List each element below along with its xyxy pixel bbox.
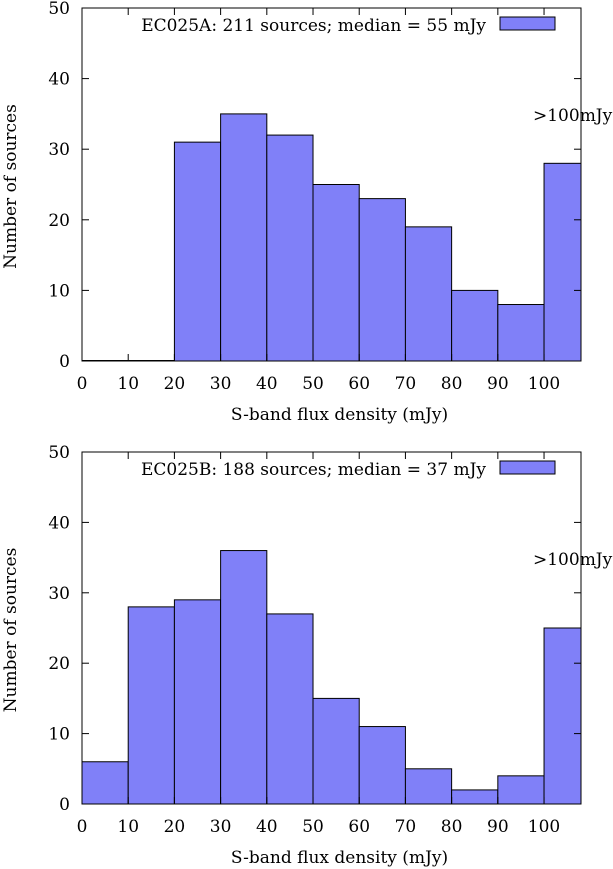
y-axis-label: Number of sources	[1, 104, 21, 269]
y-tick-label: 20	[48, 654, 70, 674]
x-tick-label: 50	[302, 374, 324, 394]
x-tick-label: 40	[256, 374, 278, 394]
x-tick-label: 80	[441, 374, 463, 394]
histogram-bar	[220, 113, 268, 362]
y-axis-label: Number of sources	[1, 548, 21, 713]
y-tick-label: 30	[48, 140, 70, 160]
histogram-bar	[404, 226, 453, 362]
x-tick-label: 70	[395, 817, 417, 837]
annotation-over-100mjy: >100mJy	[533, 550, 613, 570]
x-tick-label: 70	[395, 374, 417, 394]
y-tick-label: 50	[48, 0, 70, 19]
x-tick-label: 80	[441, 817, 463, 837]
x-tick-label: 0	[77, 374, 88, 394]
y-tick-label: 0	[59, 795, 70, 815]
y-tick-label: 20	[48, 211, 70, 231]
x-tick-label: 20	[164, 817, 186, 837]
histogram-bar	[81, 761, 129, 805]
histogram-bar	[127, 606, 175, 805]
x-tick-label: 30	[210, 817, 232, 837]
histogram-bar	[404, 768, 453, 805]
plot-frame	[81, 451, 582, 805]
x-axis-label: S-band flux density (mJy)	[231, 848, 448, 868]
x-tick-label: 100	[528, 817, 560, 837]
x-tick-label: 50	[302, 817, 324, 837]
x-tick-label: 30	[210, 374, 232, 394]
histogram-ec025a: 0 10 20 30 40 50 0 10 20 30 40 50 60 70 80 90 100 S-band …	[1, 0, 613, 425]
histogram-bar	[312, 697, 360, 805]
legend-swatch	[499, 460, 556, 475]
x-tick-label: 60	[348, 817, 370, 837]
y-tick-label: 30	[48, 584, 70, 604]
y-tick-label: 10	[48, 281, 70, 301]
histogram-bar	[451, 289, 499, 362]
histogram-bar	[543, 627, 582, 805]
y-tick-label: 0	[59, 352, 70, 372]
x-axis-label: S-band flux density (mJy)	[231, 405, 448, 425]
annotation-over-100mjy: >100mJy	[533, 106, 613, 126]
x-tick-label: 10	[117, 374, 139, 394]
histogram-bar	[497, 304, 545, 362]
y-tick-label: 10	[48, 725, 70, 745]
x-tick-label: 40	[256, 817, 278, 837]
x-tick-label: 90	[487, 817, 509, 837]
y-tick-label: 40	[48, 70, 70, 90]
histogram-bar	[173, 141, 222, 362]
legend-label: EC025A: 211 sources; median = 55 mJy	[141, 16, 486, 36]
histogram-bar	[220, 550, 268, 805]
histogram-bar	[451, 789, 499, 805]
x-tick-label: 60	[348, 374, 370, 394]
legend-label: EC025B: 188 sources; median = 37 mJy	[141, 460, 486, 480]
histogram-bar	[543, 162, 582, 362]
x-tick-label: 10	[117, 817, 139, 837]
legend-swatch	[499, 16, 556, 31]
plot-frame	[81, 7, 582, 362]
histogram-bar	[358, 198, 406, 362]
y-tick-label: 50	[48, 443, 70, 463]
histogram-bar	[497, 775, 545, 805]
histogram-bar	[312, 184, 360, 362]
x-tick-label: 0	[77, 817, 88, 837]
x-tick-label: 100	[528, 374, 560, 394]
histogram-ec025b: 0 10 20 30 40 50 0 10 20 30 40 50 60 70 80 90 100 S-band …	[1, 443, 613, 868]
histogram-bar	[173, 599, 222, 805]
histogram-bar	[266, 134, 314, 362]
x-tick-label: 20	[164, 374, 186, 394]
histogram-bar	[358, 726, 406, 805]
histogram-bar	[266, 613, 314, 805]
y-tick-label: 40	[48, 513, 70, 533]
x-tick-label: 90	[487, 374, 509, 394]
